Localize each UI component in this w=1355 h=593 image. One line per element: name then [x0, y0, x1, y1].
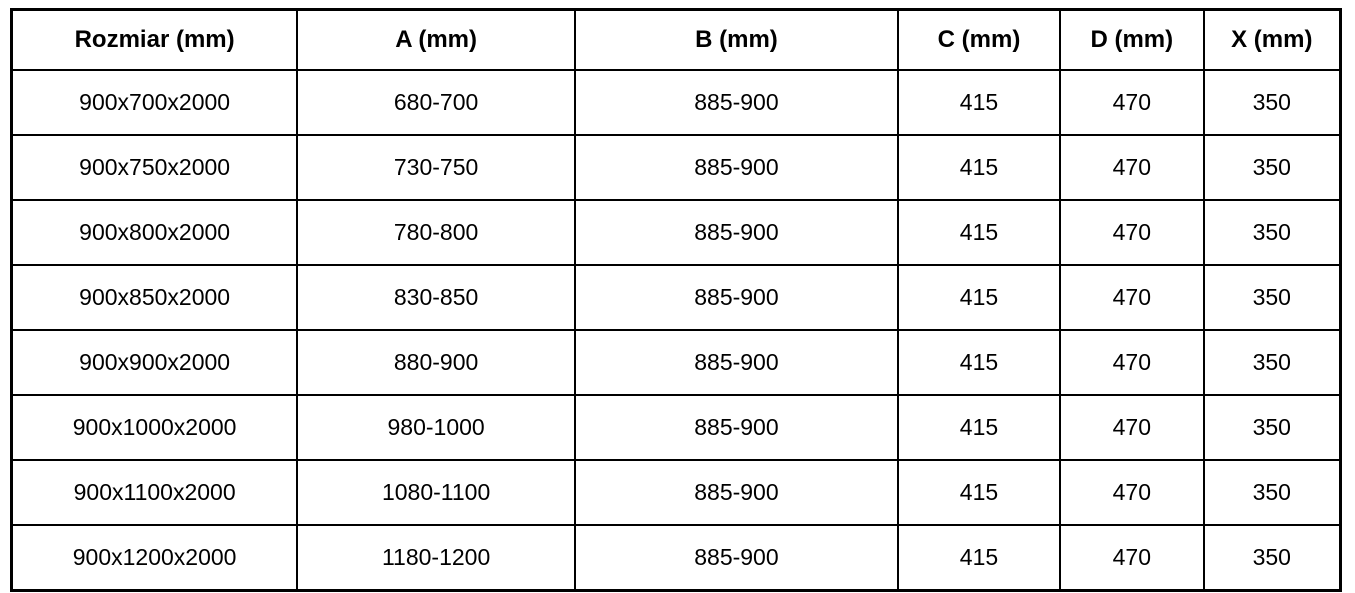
- table-cell: 470: [1059, 264, 1205, 331]
- table-cell: 885-900: [573, 134, 899, 201]
- table-row: 900x1200x2000 1180-1200 885-900 415 470 350: [10, 524, 1342, 592]
- table-cell: 980-1000: [296, 394, 576, 461]
- column-header: C (mm): [896, 8, 1062, 71]
- table-cell: 350: [1202, 459, 1342, 526]
- table-cell: 885-900: [573, 329, 899, 396]
- header-row: Rozmiar (mm) A (mm) B (mm) C (mm) D (mm) X (m…: [10, 8, 1342, 71]
- table-cell: 470: [1059, 134, 1205, 201]
- table-cell: 415: [896, 394, 1062, 461]
- table-cell: 350: [1202, 264, 1342, 331]
- table-cell: 415: [896, 459, 1062, 526]
- table-cell: 900x800x2000: [10, 199, 299, 266]
- table-cell: 415: [896, 329, 1062, 396]
- table-cell: 415: [896, 264, 1062, 331]
- table-cell: 350: [1202, 199, 1342, 266]
- table-cell: 885-900: [573, 524, 899, 592]
- column-header: D (mm): [1059, 8, 1205, 71]
- table-cell: 900x900x2000: [10, 329, 299, 396]
- table-cell: 900x700x2000: [10, 69, 299, 136]
- table-cell: 415: [896, 134, 1062, 201]
- table-cell: 885-900: [573, 69, 899, 136]
- table-row: 900x1000x2000 980-1000 885-900 415 470 350: [10, 394, 1342, 461]
- table-cell: 470: [1059, 524, 1205, 592]
- table-cell: 900x1200x2000: [10, 524, 299, 592]
- table-cell: 885-900: [573, 264, 899, 331]
- table-header: Rozmiar (mm) A (mm) B (mm) C (mm) D (mm) X (m…: [10, 8, 1342, 71]
- table-cell: 415: [896, 524, 1062, 592]
- table-cell: 470: [1059, 69, 1205, 136]
- table-cell: 885-900: [573, 199, 899, 266]
- table-cell: 885-900: [573, 459, 899, 526]
- table-cell: 885-900: [573, 394, 899, 461]
- table-cell: 470: [1059, 199, 1205, 266]
- column-header: A (mm): [296, 8, 576, 71]
- table-cell: 880-900: [296, 329, 576, 396]
- table-cell: 350: [1202, 524, 1342, 592]
- table-cell: 470: [1059, 459, 1205, 526]
- table-cell: 470: [1059, 394, 1205, 461]
- table-body: 900x700x2000 680-700 885-900 415 470 350 900x7…: [10, 69, 1342, 592]
- table-cell: 680-700: [296, 69, 576, 136]
- table-cell: 1180-1200: [296, 524, 576, 592]
- table-cell: 415: [896, 199, 1062, 266]
- table-row: 900x850x2000 830-850 885-900 415 470 350: [10, 264, 1342, 331]
- table-cell: 350: [1202, 394, 1342, 461]
- column-header: X (mm): [1202, 8, 1342, 71]
- table-cell: 470: [1059, 329, 1205, 396]
- table-row: 900x1100x2000 1080-1100 885-900 415 470 350: [10, 459, 1342, 526]
- table-row: 900x700x2000 680-700 885-900 415 470 350: [10, 69, 1342, 136]
- table-cell: 350: [1202, 134, 1342, 201]
- table-cell: 900x1100x2000: [10, 459, 299, 526]
- table-cell: 830-850: [296, 264, 576, 331]
- table-cell: 1080-1100: [296, 459, 576, 526]
- table-cell: 900x750x2000: [10, 134, 299, 201]
- table-cell: 780-800: [296, 199, 576, 266]
- column-header: B (mm): [573, 8, 899, 71]
- table-cell: 730-750: [296, 134, 576, 201]
- table-cell: 350: [1202, 69, 1342, 136]
- size-spec-table: Rozmiar (mm) A (mm) B (mm) C (mm) D (mm) X (m…: [10, 8, 1342, 592]
- table-row: 900x800x2000 780-800 885-900 415 470 350: [10, 199, 1342, 266]
- table-cell: 900x1000x2000: [10, 394, 299, 461]
- table-cell: 900x850x2000: [10, 264, 299, 331]
- table-row: 900x900x2000 880-900 885-900 415 470 350: [10, 329, 1342, 396]
- table-cell: 415: [896, 69, 1062, 136]
- table-cell: 350: [1202, 329, 1342, 396]
- column-header: Rozmiar (mm): [10, 8, 299, 71]
- table-row: 900x750x2000 730-750 885-900 415 470 350: [10, 134, 1342, 201]
